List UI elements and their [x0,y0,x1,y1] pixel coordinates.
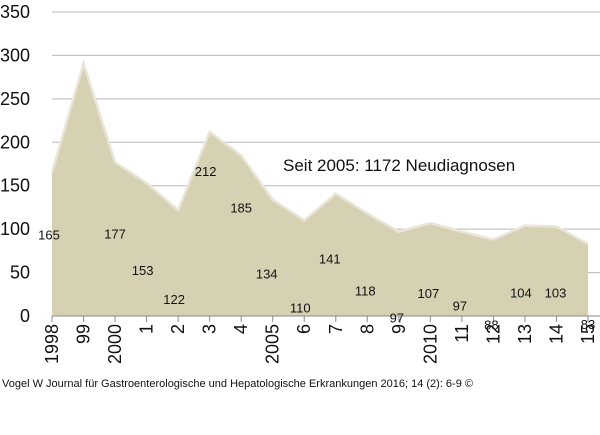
x-tick-label: 7 [326,324,346,334]
y-tick-label: 150 [0,176,30,196]
x-tick-label: 2010 [420,324,440,364]
x-tick-label: 99 [74,324,94,344]
x-tick-label: 8 [357,324,377,334]
x-tick-label: 13 [515,324,535,344]
data-label: 110 [290,300,311,315]
area-series-edge [50,58,589,246]
y-tick-label: 300 [0,45,30,65]
data-labels: 165 2 9 1 177 153 122 212 185 134 110 141 118 97 107 97… [38,164,595,333]
data-label: 177 [104,226,126,241]
x-tick-label: 12 [483,324,503,344]
y-tick-label: 250 [0,89,30,109]
x-tick-label: 14 [546,324,566,344]
citation-footer: Vogel W Journal für Gastroenterologische… [2,378,473,390]
x-tick-label: 9 [389,324,409,334]
x-tick-label: 3 [200,324,220,334]
data-label: 122 [163,292,185,307]
x-tick-label: 2 [168,324,188,334]
data-label: 97 [453,299,467,314]
y-tick-label: 200 [0,132,30,152]
data-label: 153 [132,263,154,278]
data-label: 97 [390,311,404,326]
data-label: 165 [38,228,60,243]
data-label: 103 [545,286,567,301]
y-tick-label: 350 [0,2,30,22]
data-label: 104 [510,286,532,301]
data-label: 88 [484,318,498,333]
x-tick-label: 15 [578,324,598,344]
y-axis-ticks: 0 50 100 150 200 250 300 350 [0,2,30,326]
area-series [52,63,588,317]
x-tick-label: 6 [294,324,314,334]
data-label: 107 [418,286,440,301]
data-label: 212 [195,164,217,179]
x-tick-label: 11 [452,324,472,343]
y-tick-label: 50 [10,263,30,283]
x-tick-label: 2005 [263,324,283,364]
data-label: 83 [581,317,595,332]
y-tick-label: 100 [0,219,30,239]
x-tick-label: 1 [137,324,157,334]
y-tick-label: 0 [20,306,30,326]
x-axis-ticks: 1998 99 2000 1 2 3 4 2005 6 7 8 9 2010 11 12 13 14 15 [42,316,598,364]
data-label: 141 [319,252,341,267]
x-tick-label: 1998 [42,324,62,364]
data-label: 118 [355,284,376,299]
chart-annotation: Seit 2005: 1172 Neudiagnosen [283,156,515,175]
x-tick-label: 2000 [105,324,125,364]
data-label: 185 [230,200,252,215]
x-tick-label: 4 [231,324,251,334]
data-label: 134 [256,267,278,282]
